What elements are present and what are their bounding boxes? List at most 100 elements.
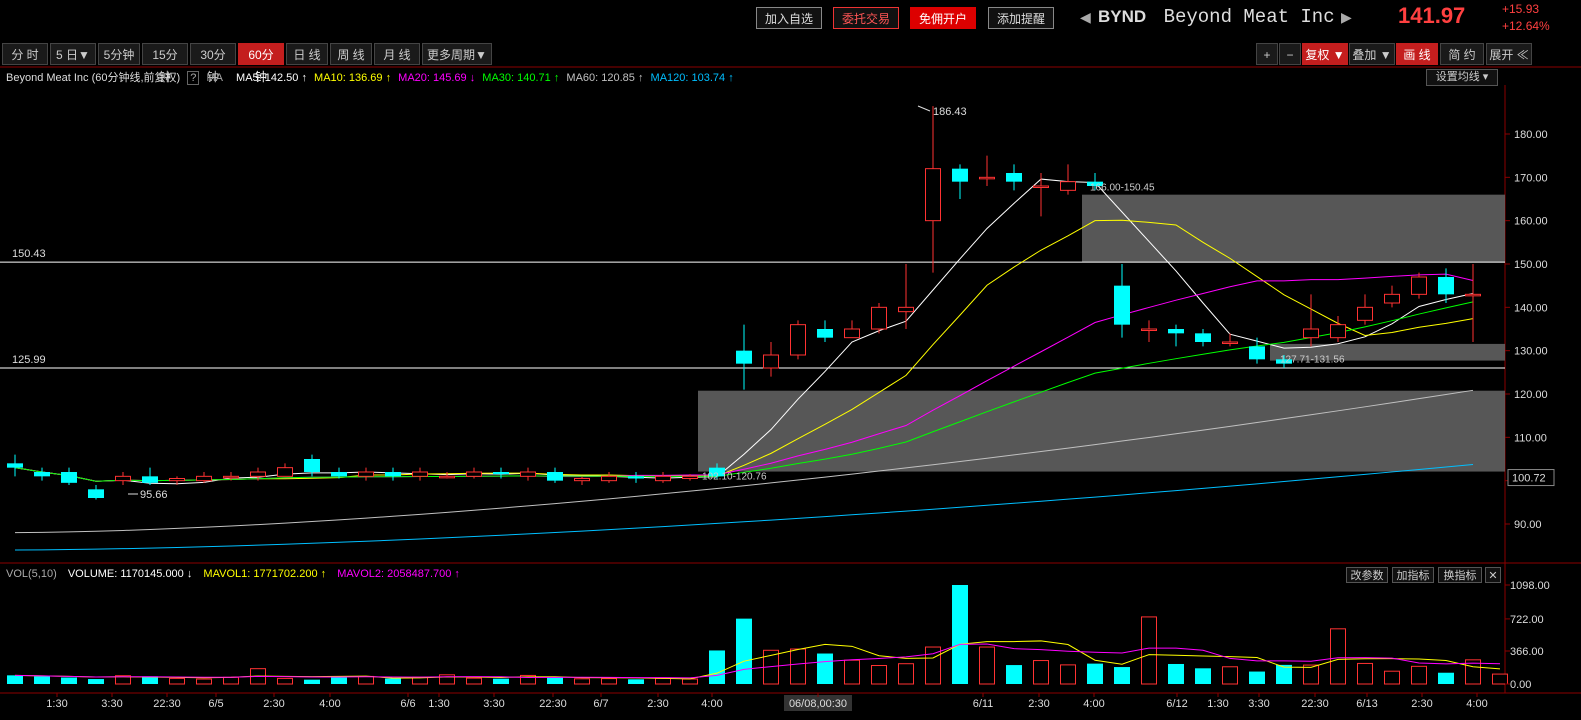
candle-body (223, 475, 239, 479)
vol-label[interactable]: VOL(5,10) (6, 568, 57, 580)
prev-stock-icon[interactable]: ◀ (1080, 9, 1091, 25)
candle-body (763, 354, 779, 369)
candle-body (1384, 293, 1400, 304)
volume-bar (547, 676, 563, 684)
candle-body (925, 168, 941, 222)
tab-intraday[interactable]: 分 时 (2, 43, 48, 65)
price-axis-label: 120.00 (1514, 389, 1548, 401)
draw-line-button[interactable]: 画 线 (1396, 43, 1438, 65)
edit-params-button[interactable]: 改参数 (1346, 567, 1388, 583)
price-axis-label: 170.00 (1514, 172, 1548, 184)
tab-monthly[interactable]: 月 线 (374, 43, 420, 65)
volume-bar (358, 675, 374, 685)
candle-body (979, 176, 995, 180)
candle-body (547, 472, 563, 481)
tab-30min[interactable]: 30分钟 (190, 43, 236, 84)
time-axis-label: 1:30 (46, 698, 67, 710)
top-bar: 加入自选 委托交易 免佣开户 添加提醒 ◀ BYND Beyond Meat I… (0, 0, 1581, 38)
time-axis-label: 6/13 (1356, 698, 1377, 710)
ma-legend: Beyond Meat Inc (60分钟线,前复权) ? MA MA5: 14… (6, 69, 738, 85)
period-toolbar: 分 时 5 日▼ 5分钟 15分钟 30分钟 60分钟 日 线 周 线 月 线 … (0, 42, 1581, 84)
overlay-menu-button[interactable]: 叠加 ▼ (1349, 43, 1395, 65)
next-stock-icon[interactable]: ▶ (1341, 9, 1352, 25)
add-alert-button[interactable]: 添加提醒 (988, 7, 1055, 29)
tab-more-periods[interactable]: 更多周期▼ (422, 43, 492, 65)
volume-bar (169, 677, 185, 685)
candle-body (61, 472, 77, 483)
mavol1-value: MAVOL1: 1771702.200 ↑ (203, 568, 327, 580)
ma5-value: MA5: 142.50 ↑ (236, 72, 307, 84)
time-axis-label: 3:30 (483, 698, 504, 710)
volume-bar (709, 650, 725, 684)
tab-5min[interactable]: 5分钟 (98, 43, 140, 65)
volume-bar (1438, 672, 1454, 684)
candle-body (196, 475, 212, 482)
zoom-out-button[interactable]: − (1279, 43, 1301, 65)
volume-bar (1357, 662, 1373, 685)
volume-bar (1330, 628, 1346, 685)
volume-bar (979, 646, 995, 685)
tab-weekly[interactable]: 周 线 (330, 43, 372, 65)
volume-bar (385, 678, 401, 684)
time-axis-label: 2:30 (1028, 698, 1049, 710)
candle-body (844, 328, 860, 339)
tab-60min[interactable]: 60分钟 (238, 43, 284, 84)
last-price: 141.97 (1398, 3, 1466, 28)
change-indicator-button[interactable]: 换指标 (1438, 567, 1482, 583)
adjust-menu-button[interactable]: 复权 ▼ (1302, 43, 1348, 65)
time-axis-label: 2:30 (647, 698, 668, 710)
time-axis-label: 6/6 (400, 698, 415, 710)
candle-body (1114, 285, 1130, 325)
add-indicator-button[interactable]: 加指标 (1392, 567, 1434, 583)
trade-button[interactable]: 委托交易 (833, 7, 900, 29)
volume-bar (844, 659, 860, 685)
time-axis-label: 06/08,00:30 (789, 698, 847, 710)
candle-body (412, 471, 428, 477)
candle-body (1303, 328, 1319, 339)
candle-body (655, 475, 671, 482)
mavol2-line (14, 643, 1501, 679)
volume-bar (1195, 668, 1211, 684)
add-watchlist-button[interactable]: 加入自选 (756, 7, 823, 29)
time-axis-label: 6/12 (1166, 698, 1187, 710)
time-axis-label: 2:30 (263, 698, 284, 710)
volume-bar (574, 678, 590, 685)
candles-group (7, 106, 1481, 500)
volume-bar (1087, 663, 1103, 684)
price-axis-label: 90.00 (1514, 519, 1542, 531)
volume-bar (682, 678, 698, 685)
ma-label[interactable]: MA (206, 72, 223, 84)
volume-bar (925, 646, 941, 685)
candle-body (88, 489, 104, 498)
volume-bar (1492, 673, 1508, 685)
simple-mode-button[interactable]: 简 约 (1440, 43, 1484, 65)
volume-legend: VOL(5,10) VOLUME: 1170145.000 ↓ MAVOL1: … (6, 568, 460, 580)
close-indicator-icon[interactable]: ✕ (1485, 567, 1501, 583)
time-axis-label: 4:00 (701, 698, 722, 710)
volume-bar (1168, 663, 1184, 684)
open-account-button[interactable]: 免佣开户 (910, 7, 977, 29)
zoom-in-button[interactable]: + (1256, 43, 1278, 65)
candle-body (790, 324, 806, 356)
volume-bar (466, 677, 482, 685)
price-axis-label: 130.00 (1514, 346, 1548, 358)
tab-daily[interactable]: 日 线 (286, 43, 328, 65)
tab-15min[interactable]: 15分钟 (142, 43, 188, 84)
time-axis-label: 3:30 (101, 698, 122, 710)
candle-body (601, 475, 617, 482)
time-axis-label: 4:00 (319, 698, 340, 710)
tab-5day[interactable]: 5 日▼ (50, 43, 96, 65)
price-change: +15.93 +12.64% (1502, 1, 1550, 35)
time-axis-label: 1:30 (1207, 698, 1228, 710)
help-icon[interactable]: ? (187, 71, 200, 85)
time-axis-label: 22:30 (539, 698, 567, 710)
volume-bar (304, 679, 320, 684)
candle-body (1249, 346, 1265, 360)
expand-button[interactable]: 展开 ≪ (1486, 43, 1532, 65)
candle-body (520, 471, 536, 477)
time-axis-label: 4:00 (1083, 698, 1104, 710)
set-ma-dropdown[interactable]: 设置均线 ▾ (1426, 69, 1498, 86)
candle-body (817, 329, 833, 338)
volume-bar (1411, 665, 1427, 685)
